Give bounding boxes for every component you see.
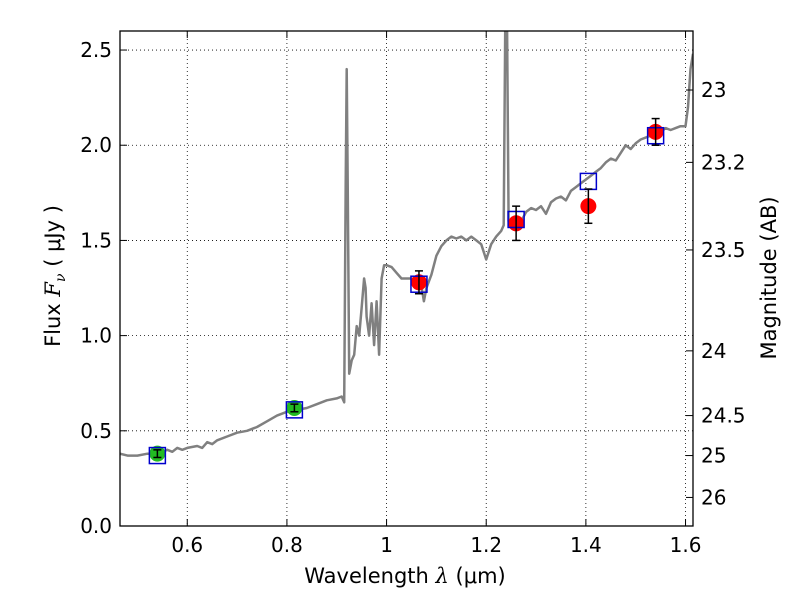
- model-square: [148, 446, 167, 465]
- y2-tick-label: 24: [701, 339, 726, 363]
- y-tick-label: 2.0: [80, 133, 112, 157]
- y2-tick-label: 23: [701, 78, 726, 102]
- spectrum-line: [120, 31, 693, 457]
- y2-tick-label: 25: [701, 444, 726, 468]
- y2-tick-label: 23.2: [701, 150, 746, 174]
- y2-tick-label: 24.5: [701, 404, 746, 428]
- y-tick-label: 0.0: [80, 514, 112, 538]
- x-tick-label: 0.8: [271, 533, 303, 557]
- axis-ticks: 0.6 0.8 1 1.2 1.4 1.6 0.0 0.5 1.0 1.5 2.0 2.5 23 23.2…: [80, 31, 746, 557]
- x-tick-label: 1: [380, 533, 393, 557]
- y2-tick-label: 26: [701, 485, 726, 509]
- x-axis-title: Wavelength λ (μm): [304, 564, 505, 588]
- y-axis-title: Flux Fν ( μJy ): [41, 205, 69, 347]
- y-tick-label: 1.5: [80, 228, 112, 252]
- model-square: [285, 401, 304, 419]
- grid: [120, 31, 693, 527]
- y-tick-label: 2.5: [80, 38, 112, 62]
- y2-tick-label: 23.5: [701, 238, 746, 262]
- y-tick-label: 1.0: [80, 324, 112, 348]
- x-tick-label: 1.6: [670, 533, 702, 557]
- y2-axis-title: Magnitude (AB): [757, 196, 781, 359]
- plot-frame: [119, 30, 694, 527]
- y-tick-label: 0.5: [80, 419, 112, 443]
- x-tick-label: 0.6: [171, 533, 203, 557]
- x-tick-label: 1.4: [570, 533, 602, 557]
- x-tick-label: 1.2: [470, 533, 502, 557]
- plot-series: [120, 31, 693, 465]
